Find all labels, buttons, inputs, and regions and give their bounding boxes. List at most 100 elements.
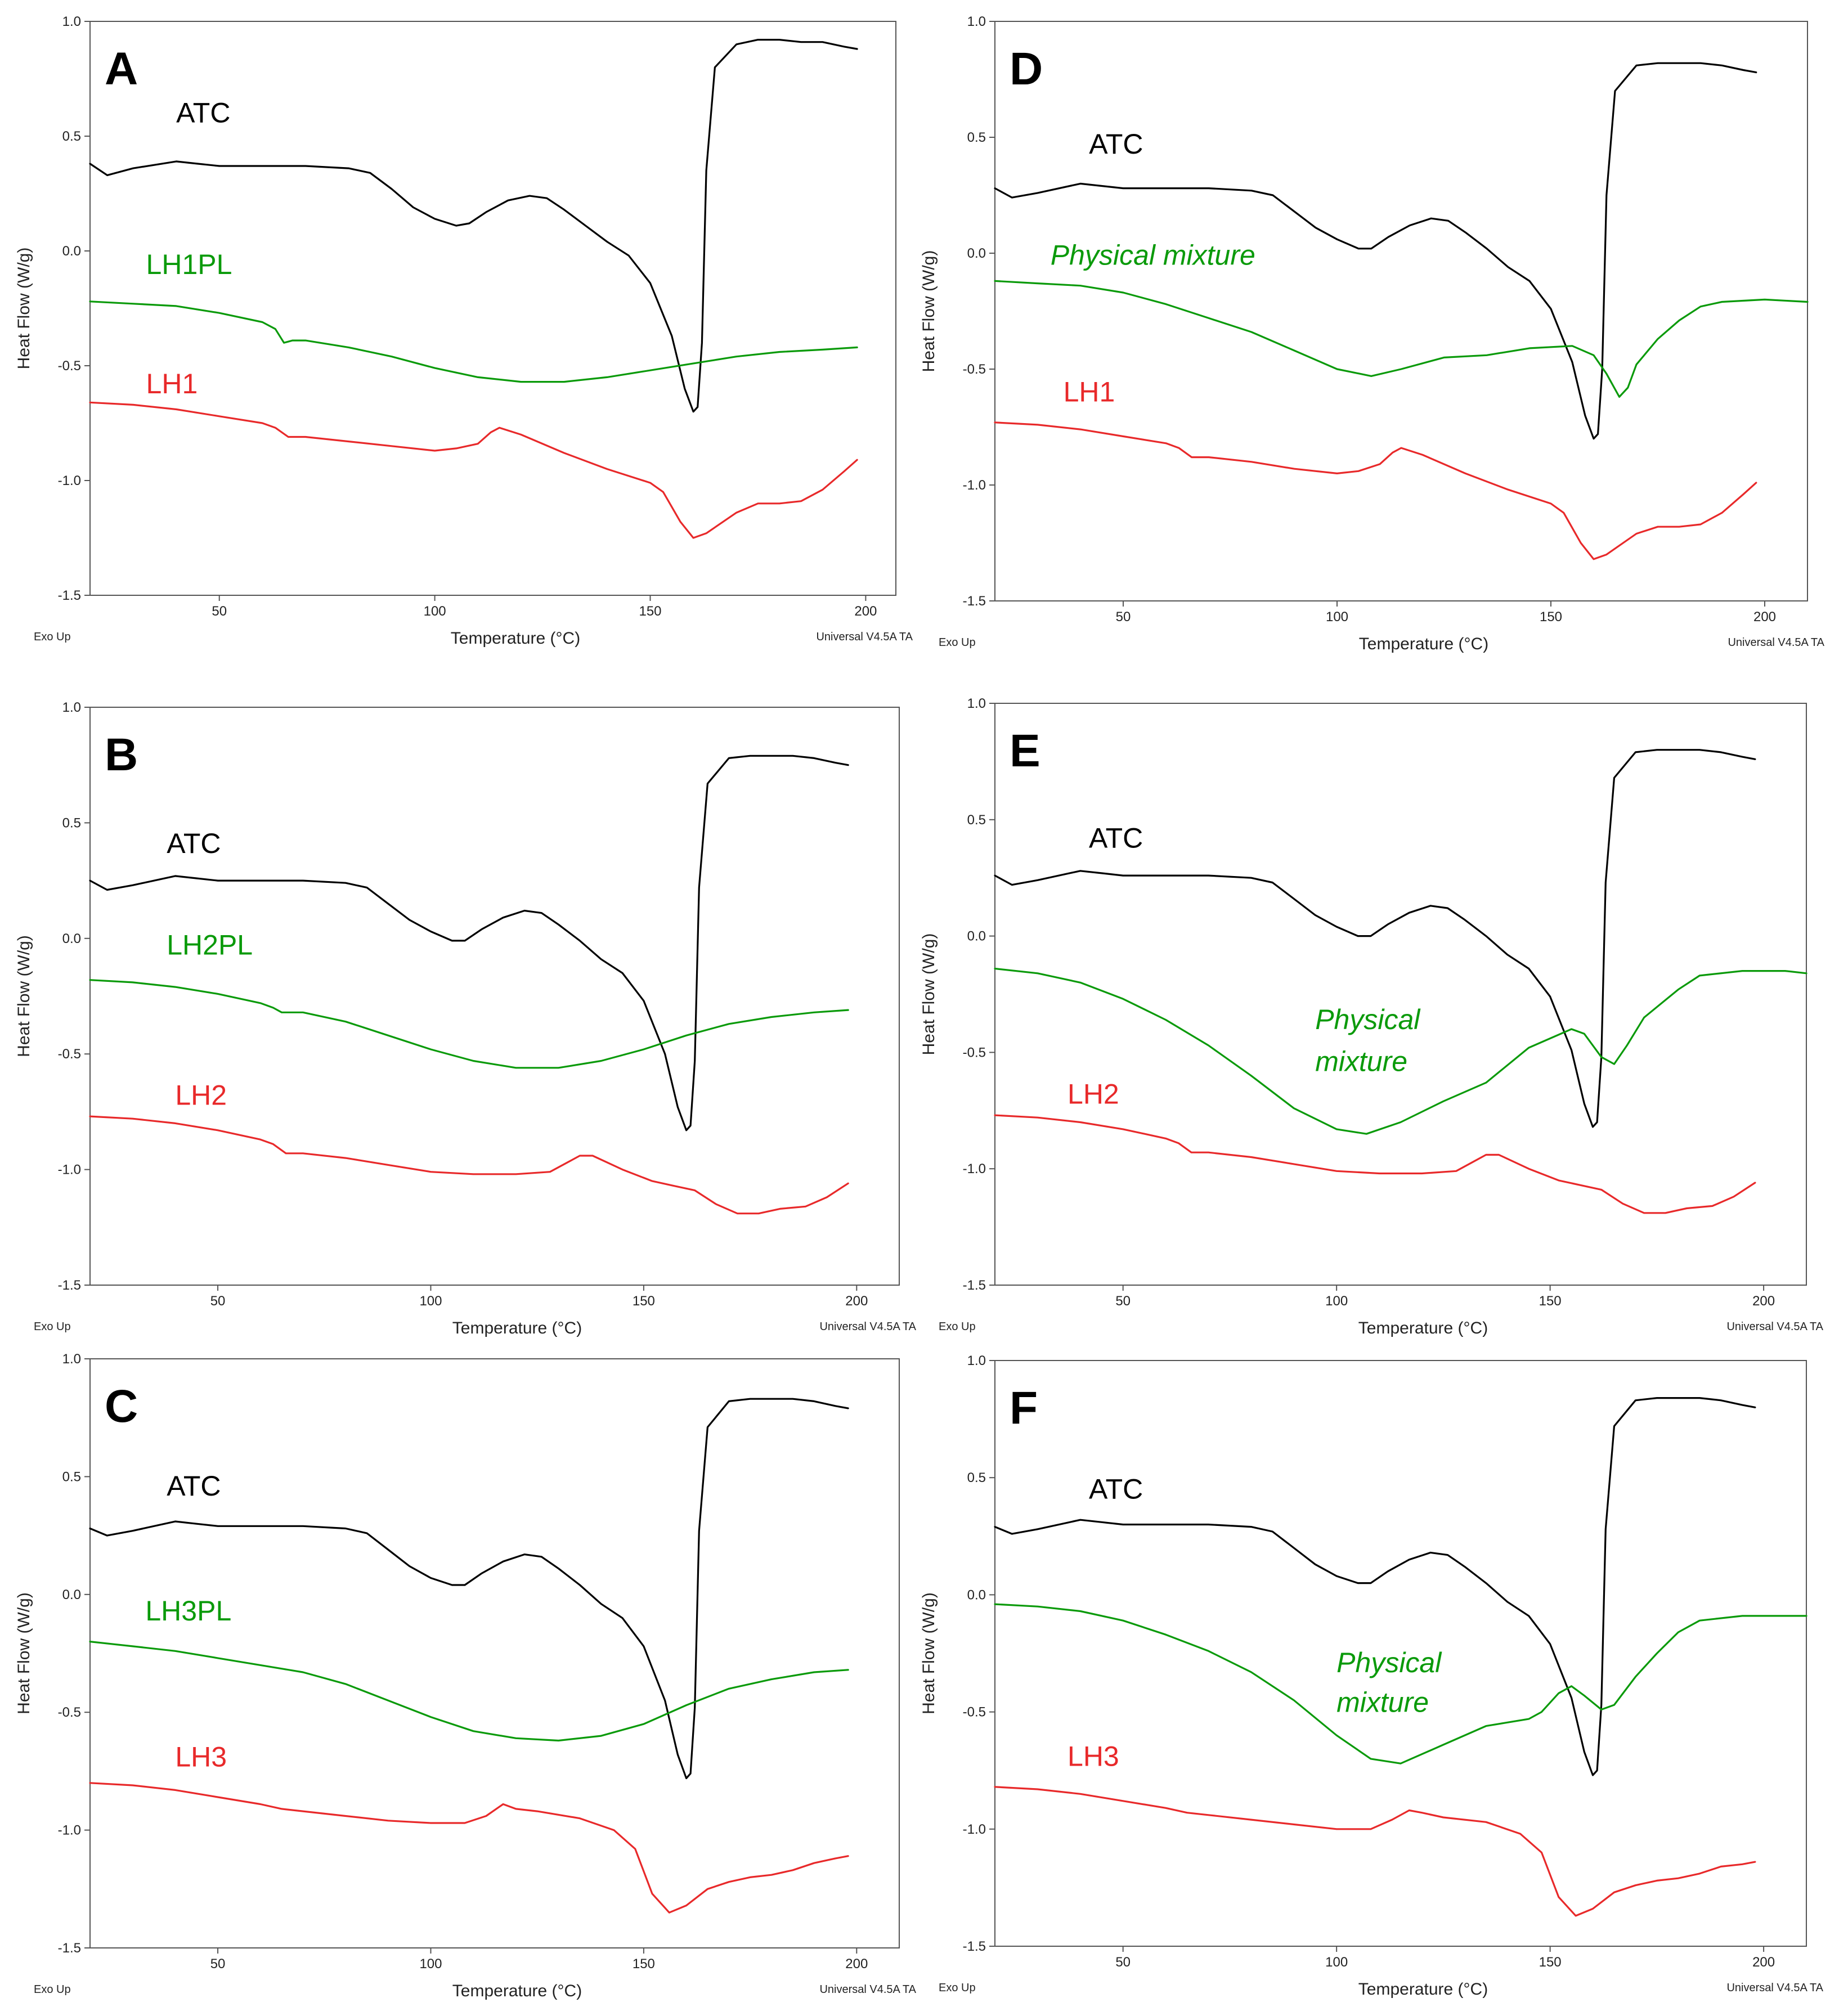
panel-f-y-tick-label: 0.5 — [967, 1470, 986, 1485]
panel-e-y-tick-label: 1.0 — [967, 696, 986, 711]
panel-d-x-tick-label: 100 — [1326, 609, 1348, 625]
panel-f-x-tick-label: 150 — [1539, 1955, 1562, 1970]
panel-a-x-tick-label: 50 — [212, 604, 227, 619]
panel-f-label-atc: ATC — [1089, 1474, 1143, 1505]
panel-a-y-tick-label: -1.5 — [58, 588, 81, 603]
panel-d-y-tick-label: 0.0 — [967, 246, 986, 261]
panel-b-exo-up-note: Exo Up — [34, 1321, 71, 1333]
panel-d-series-physical-mixture — [994, 280, 1809, 398]
panel-a-series-lh1pl — [89, 300, 858, 383]
panel-e-label-physical: Physical — [1315, 1004, 1421, 1035]
panel-d-x-axis-title: Temperature (°C) — [1359, 635, 1488, 653]
panel-e-exo-up-note: Exo Up — [939, 1321, 976, 1333]
panel-a-exo-up-note: Exo Up — [34, 631, 71, 643]
panel-a-label-lh1pl: LH1PL — [146, 249, 232, 280]
panel-e-x-tick-label: 50 — [1115, 1294, 1131, 1309]
panel-b-y-tick-label: 0.0 — [62, 931, 81, 946]
panel-f-y-tick-label: 0.0 — [967, 1587, 986, 1602]
panel-f-series-atc — [994, 1397, 1756, 1776]
panel-f-y-tick-label: 1.0 — [967, 1353, 986, 1368]
panel-d: 1.0 0.5 0.0 -0.5 -1.0 -1.5 50 100 150 200 Temperat… — [920, 14, 1825, 653]
panel-e-y-tick-label: -0.5 — [963, 1045, 986, 1060]
panel-e-series-physical — [994, 967, 1807, 1135]
panel-c-plot-frame — [89, 1358, 900, 1948]
panel-f-label-lh3: LH3 — [1067, 1740, 1119, 1772]
panel-c-y-tick-label: 0.0 — [62, 1587, 81, 1602]
panel-c-label-lh3: LH3 — [175, 1741, 227, 1773]
panel-d-letter: D — [1010, 43, 1043, 95]
panel-a-series-lh1 — [89, 401, 858, 539]
panel-c-x-axis-title: Temperature (°C) — [452, 1982, 582, 2000]
panel-d-x-tick-label: 200 — [1753, 609, 1776, 625]
panel-c-letter: C — [105, 1381, 138, 1432]
panel-c-series-atc — [89, 1398, 849, 1780]
panel-f: 1.0 0.5 0.0 -0.5 -1.0 -1.5 50 100 150 200 Temperat… — [920, 1353, 1824, 1999]
panel-c-x-tick-label: 150 — [633, 1956, 655, 1972]
panel-f-y-axis-title: Heat Flow (W/g) — [920, 1592, 938, 1714]
panel-e-y-tick-label: 0.5 — [967, 812, 986, 828]
panel-e-series-atc — [994, 749, 1756, 1128]
panel-b-y-tick-label: 0.5 — [62, 815, 81, 830]
panel-a-series-atc — [89, 39, 858, 413]
panel-f-x-tick-label: 50 — [1115, 1955, 1131, 1970]
panel-d-series-lh1 — [994, 421, 1757, 560]
panel-c-label-atc: ATC — [167, 1470, 221, 1502]
panel-f-label-mixture: mixture — [1336, 1687, 1429, 1718]
panel-a: 1.0 0.5 0.0 -0.5 -1.0 -1.5 50 100 150 200 Temperat… — [15, 14, 913, 648]
panel-e-label-mixture: mixture — [1315, 1045, 1407, 1077]
panel-b-label-atc: ATC — [167, 828, 221, 859]
panel-b-x-tick-label: 200 — [845, 1294, 868, 1309]
panel-f-y-tick-label: -1.0 — [963, 1822, 986, 1837]
panel-a-y-tick-label: -1.0 — [58, 473, 81, 488]
panel-f-letter: F — [1010, 1382, 1038, 1434]
panel-d-y-tick-label: -1.0 — [963, 478, 986, 493]
panel-b-series-lh2 — [89, 1115, 849, 1215]
panel-e-x-tick-label: 200 — [1752, 1294, 1775, 1309]
panel-b-y-tick-label: -1.5 — [58, 1278, 81, 1293]
panel-a-y-tick-label: -0.5 — [58, 358, 81, 374]
panel-c-series-lh3pl — [89, 1641, 849, 1742]
panel-e-y-tick-label: 0.0 — [967, 929, 986, 944]
panel-e-series-lh2 — [994, 1114, 1756, 1214]
panel-b-x-tick-label: 100 — [419, 1294, 442, 1309]
panel-d-label-lh1: LH1 — [1064, 376, 1115, 408]
panel-c-y-tick-label: -0.5 — [58, 1705, 81, 1720]
panel-c-y-tick-label: 1.0 — [62, 1352, 81, 1367]
panel-d-x-tick-label: 50 — [1116, 609, 1131, 625]
panel-c-x-tick-label: 200 — [845, 1956, 868, 1972]
panel-f-label-physical: Physical — [1336, 1647, 1442, 1678]
panel-b-plot-frame — [89, 707, 900, 1286]
panel-a-x-axis-title: Temperature (°C) — [451, 629, 580, 648]
panel-a-y-tick-label: 0.5 — [62, 129, 81, 144]
panel-d-y-tick-label: -0.5 — [963, 362, 986, 377]
panel-c-x-tick-label: 100 — [419, 1956, 442, 1972]
panel-e-plot-frame — [994, 703, 1807, 1286]
panel-f-plot-frame — [994, 1360, 1807, 1947]
panel-f-series-physical — [994, 1603, 1807, 1764]
panel-f-series-lh3 — [994, 1786, 1756, 1917]
panel-f-y-tick-label: -0.5 — [963, 1705, 986, 1720]
panel-b-series-lh2pl — [89, 979, 849, 1069]
panel-e-x-tick-label: 100 — [1325, 1294, 1348, 1309]
panel-c-exo-up-note: Exo Up — [34, 1983, 71, 1996]
panel-d-series-atc — [994, 62, 1757, 440]
panel-d-y-tick-label: -1.5 — [963, 594, 986, 609]
panel-d-label-atc: ATC — [1089, 128, 1143, 160]
panel-b-y-axis-title: Heat Flow (W/g) — [15, 935, 33, 1057]
panel-e-label-lh2: LH2 — [1067, 1078, 1119, 1110]
panel-a-plot-frame — [89, 21, 896, 596]
panel-d-y-tick-label: 0.5 — [967, 130, 986, 145]
panel-f-x-tick-label: 200 — [1752, 1955, 1775, 1970]
panel-c-y-tick-label: -1.0 — [58, 1823, 81, 1838]
panel-d-plot-frame — [994, 21, 1808, 601]
panel-f-x-axis-title: Temperature (°C) — [1358, 1980, 1488, 1999]
panel-d-label-physical-mixture: Physical mixture — [1051, 240, 1255, 271]
panel-e: 1.0 0.5 0.0 -0.5 -1.0 -1.5 50 100 150 200 Temperat… — [920, 696, 1824, 1337]
panel-b-x-axis-title: Temperature (°C) — [452, 1319, 582, 1337]
panel-d-y-axis-title: Heat Flow (W/g) — [920, 250, 938, 372]
panel-e-y-tick-label: -1.5 — [963, 1278, 986, 1293]
panel-d-software-note: Universal V4.5A TA — [1728, 636, 1824, 649]
panel-a-x-tick-label: 200 — [854, 604, 877, 619]
panel-e-letter: E — [1010, 725, 1040, 776]
